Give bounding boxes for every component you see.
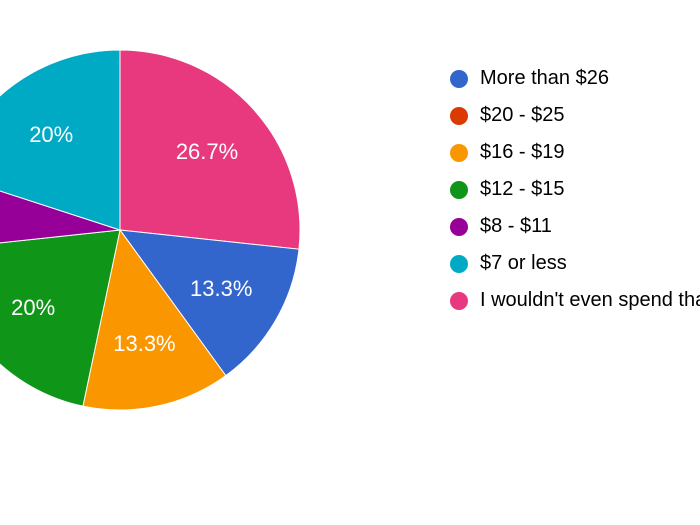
legend-item: $20 - $25	[450, 97, 700, 134]
legend-item: $12 - $15	[450, 171, 700, 208]
pie-slice	[120, 50, 300, 249]
legend-marker-icon	[450, 181, 468, 199]
legend-marker-icon	[450, 70, 468, 88]
legend-label: $16 - $19	[480, 141, 565, 164]
legend-marker-icon	[450, 107, 468, 125]
legend-label: $12 - $15	[480, 178, 565, 201]
chart-stage: 26.7%13.3%13.3%20%20% More than $26$20 -…	[0, 0, 700, 525]
legend-item: $16 - $19	[450, 134, 700, 171]
legend-label: More than $26	[480, 67, 609, 90]
legend-marker-icon	[450, 218, 468, 236]
legend-label: $7 or less	[480, 252, 567, 275]
legend: More than $26 $20 - $25 $16 - $19 $12 - $15…	[450, 60, 700, 319]
legend-label: I wouldn't even spend that much	[480, 289, 700, 312]
legend-label: $20 - $25	[480, 104, 565, 127]
legend-marker-icon	[450, 144, 468, 162]
legend-label: $8 - $11	[480, 215, 552, 238]
legend-item: $8 - $11	[450, 208, 700, 245]
legend-marker-icon	[450, 292, 468, 310]
legend-item: $7 or less	[450, 245, 700, 282]
legend-item: I wouldn't even spend that much	[450, 282, 700, 319]
legend-item: More than $26	[450, 60, 700, 97]
legend-marker-icon	[450, 255, 468, 273]
